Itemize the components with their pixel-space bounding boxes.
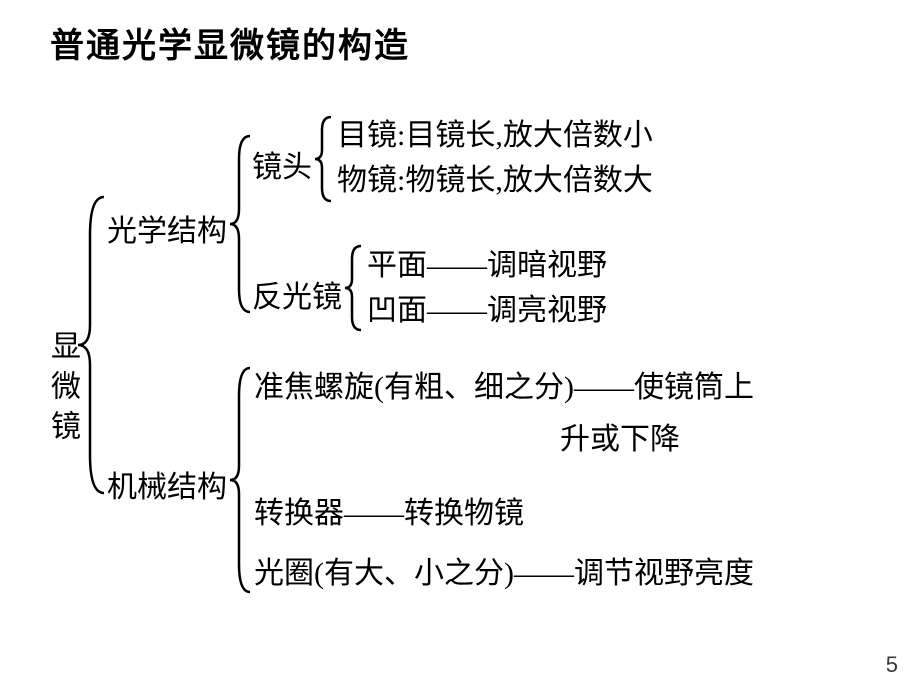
brace-root bbox=[76, 195, 106, 495]
leaf-focus-knob-2: 升或下降 bbox=[560, 424, 680, 456]
leaf-focus-knob-1: 准焦螺旋(有粗、细之分)——使镜筒上 bbox=[254, 372, 754, 404]
leaf-concave-mirror: 凹面——调亮视野 bbox=[367, 295, 607, 327]
branch-mirror: 反光镜 bbox=[252, 272, 342, 316]
brace-mechanical bbox=[228, 366, 252, 594]
brace-lens bbox=[313, 115, 333, 203]
tree-diagram: 显微镜 光学结构 镜头 目镜:目镜长,放大倍数小 物镜:物镜长,放大倍数大 反光… bbox=[40, 110, 880, 650]
branch-mechanical: 机械结构 bbox=[107, 462, 227, 506]
leaf-flat-mirror: 平面——调暗视野 bbox=[367, 250, 607, 282]
leaf-aperture: 光圈(有大、小之分)——调节视野亮度 bbox=[254, 558, 754, 590]
leaf-converter: 转换器——转换物镜 bbox=[254, 498, 524, 530]
page-number: 5 bbox=[886, 652, 898, 678]
brace-optical bbox=[228, 134, 252, 314]
brace-mirror bbox=[343, 244, 363, 332]
branch-lens: 镜头 bbox=[252, 142, 312, 186]
slide-title: 普通光学显微镜的构造 bbox=[50, 18, 410, 67]
branch-optical: 光学结构 bbox=[107, 206, 227, 250]
leaf-eyepiece: 目镜:目镜长,放大倍数小 bbox=[337, 120, 653, 152]
leaf-objective: 物镜:物镜长,放大倍数大 bbox=[337, 165, 653, 197]
